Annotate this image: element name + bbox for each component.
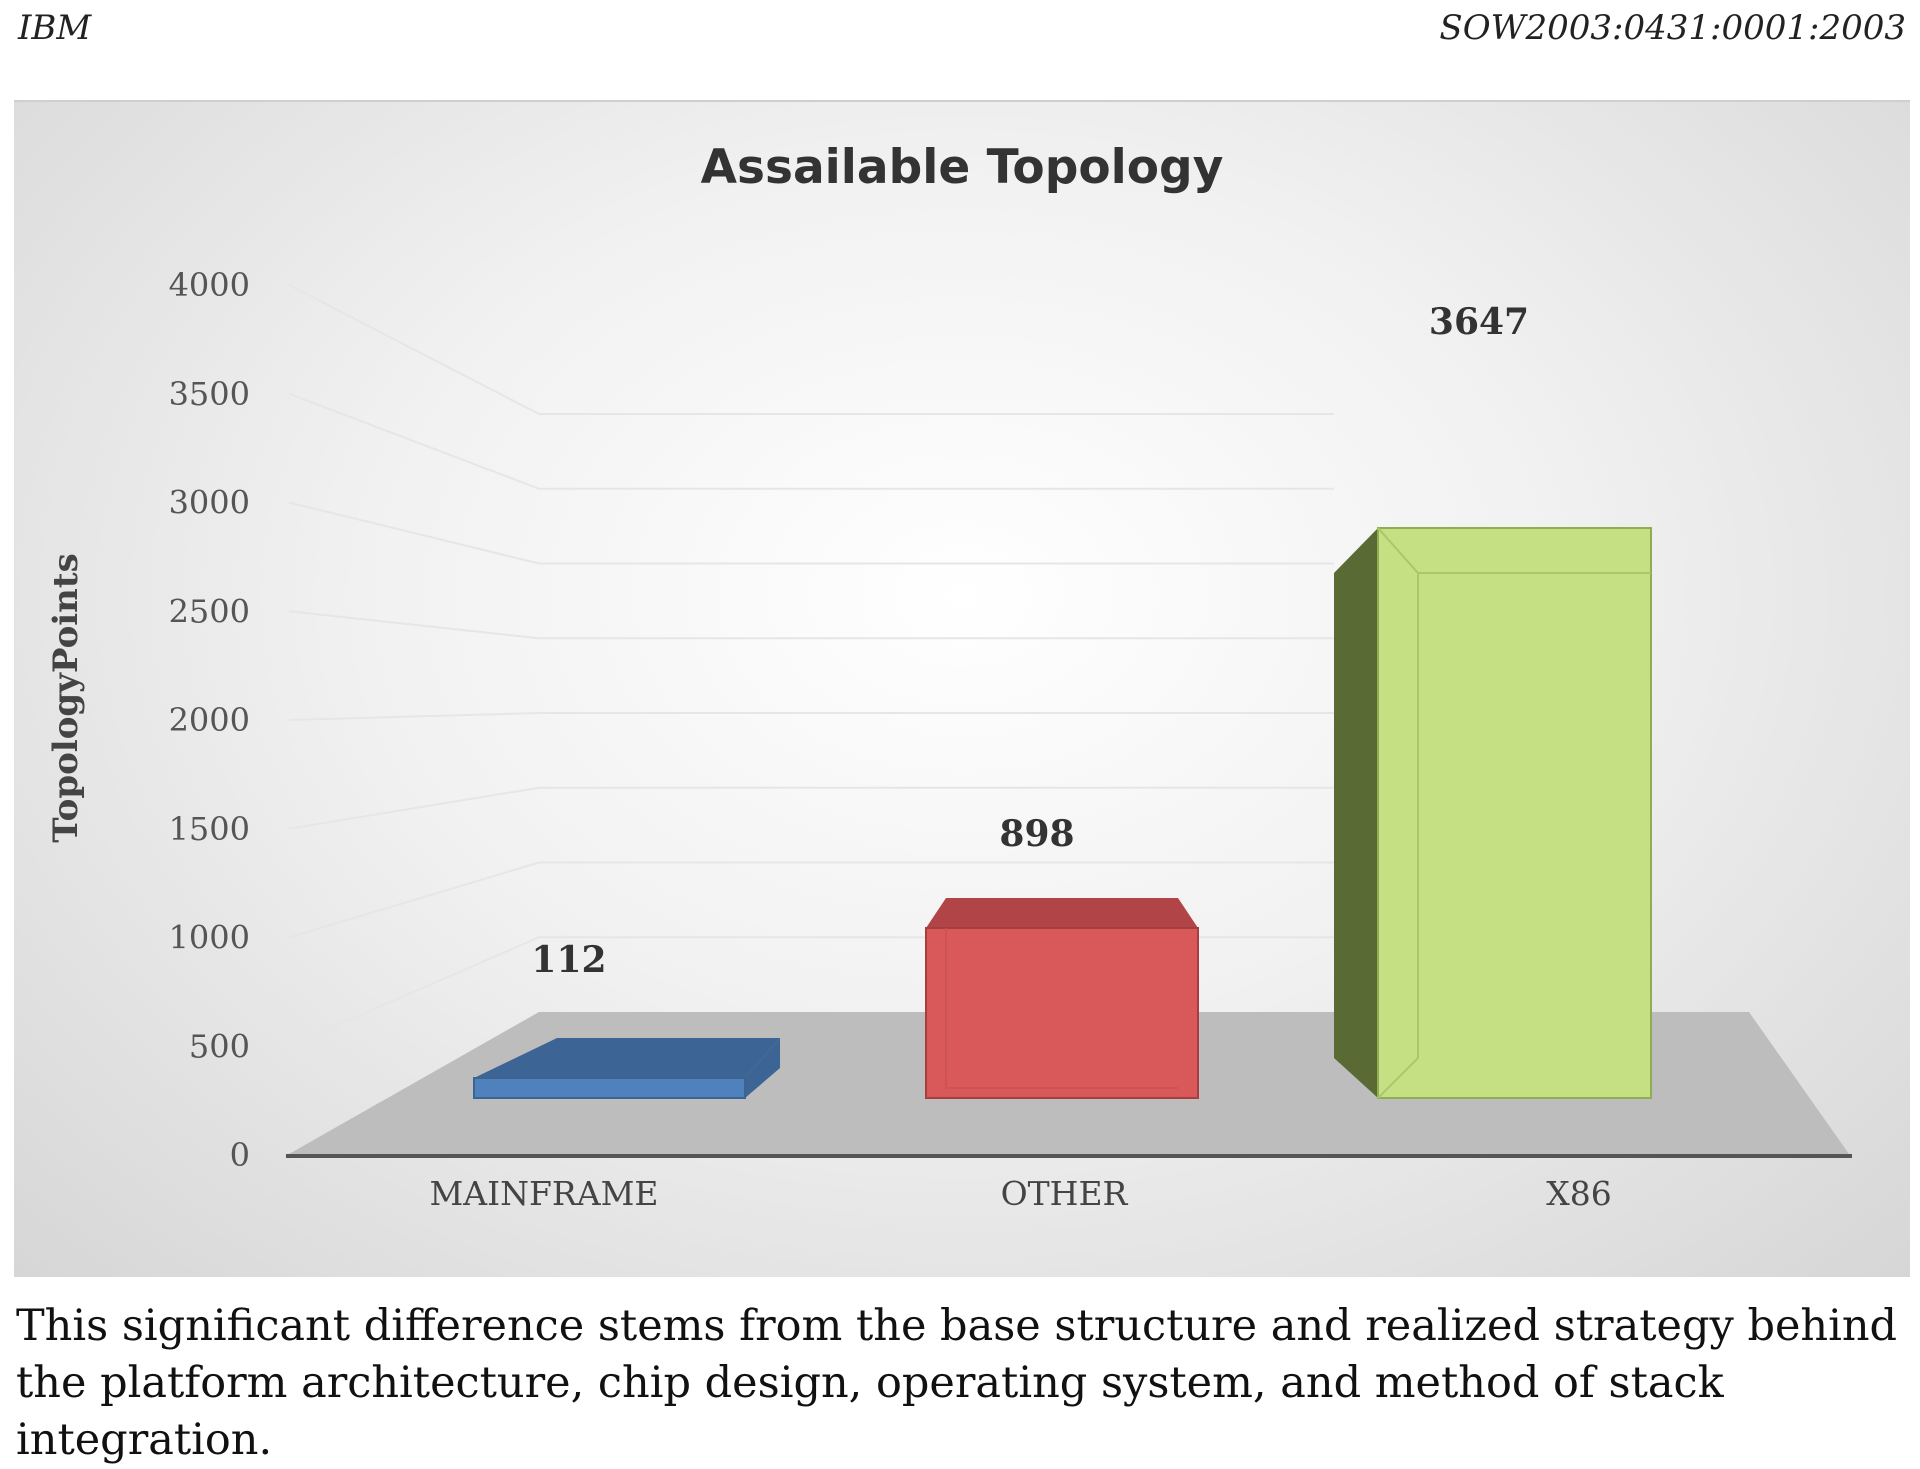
gridline	[288, 712, 1334, 721]
data-label: 112	[531, 939, 606, 981]
gridline	[288, 501, 1334, 565]
bar-side	[745, 1038, 780, 1098]
y-tick-label: 3500	[169, 375, 250, 413]
x-axis-categories: MAINFRAME OTHER X86	[430, 1174, 1612, 1213]
gridline	[288, 284, 1334, 415]
y-tick-label: 1000	[169, 919, 250, 957]
gridline	[288, 861, 1334, 939]
y-tick-label: 3000	[169, 484, 250, 522]
bar-top	[474, 1038, 780, 1078]
y-tick-label: 4000	[169, 266, 250, 304]
bar-top	[926, 898, 1198, 928]
data-label: 898	[999, 813, 1074, 855]
y-tick-label: 2000	[169, 701, 250, 739]
gridline	[288, 610, 1334, 640]
y-tick-label: 0	[230, 1136, 250, 1174]
bar-inner-edge	[945, 928, 1178, 1089]
x-category-label: OTHER	[1001, 1174, 1129, 1213]
chart-title: Assailable Topology	[700, 140, 1224, 195]
bar-inner-edge	[1377, 1057, 1419, 1099]
y-axis-label: TopologyPoints	[46, 553, 86, 843]
y-tick-label: 500	[189, 1027, 250, 1065]
bar-x86	[1377, 527, 1652, 1099]
y-axis-ticks: 0 500 1000 1500 2000 2500 3000 3500 4000	[169, 266, 250, 1174]
x-category-label: MAINFRAME	[430, 1174, 659, 1213]
bar-chart: 0 500 1000 1500 2000 2500 3000 3500 4000 112 898 3…	[169, 266, 1852, 1213]
header-left-text: IBM	[18, 8, 92, 48]
gridline	[288, 392, 1334, 490]
grid-lines	[288, 284, 1334, 1048]
data-labels: 112 898 3647	[531, 301, 1529, 981]
bar-other	[925, 927, 1199, 1099]
x-category-label: X86	[1546, 1174, 1611, 1213]
gridline	[288, 786, 1334, 830]
y-tick-label: 1500	[169, 810, 250, 848]
chart-panel: 0 500 1000 1500 2000 2500 3000 3500 4000 112 898 3…	[14, 100, 1910, 1277]
bar-side	[1334, 528, 1378, 1098]
bars	[473, 527, 1652, 1099]
data-label: 3647	[1429, 301, 1529, 343]
y-tick-label: 2500	[169, 592, 250, 630]
caption-paragraph: This significant difference stems from t…	[16, 1301, 1898, 1465]
header-document-id: SOW2003:0431:0001:2003	[1439, 8, 1906, 48]
bar-mainframe	[473, 1077, 746, 1099]
